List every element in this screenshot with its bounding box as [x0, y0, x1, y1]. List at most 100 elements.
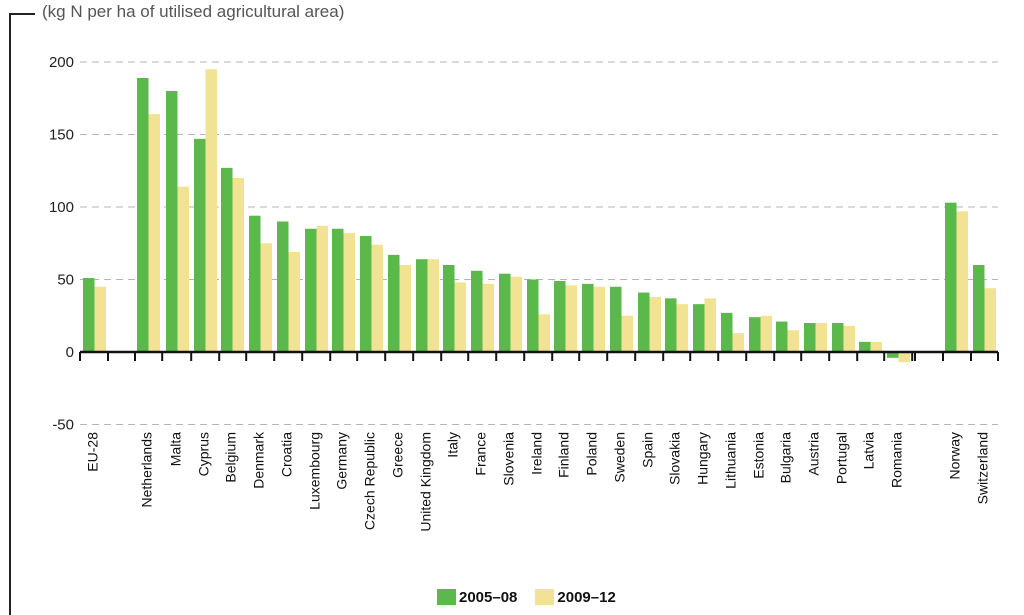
bar-2009-12-denmark — [260, 243, 272, 352]
bar-2009-12-czech-republic — [371, 244, 383, 352]
bar-2005-08-switzerland — [973, 265, 985, 352]
bar-2009-12-malta — [177, 186, 189, 352]
bar-2009-12-romania — [898, 352, 910, 363]
x-tick-label-finland: Finland — [556, 432, 572, 478]
x-tick-label-portugal: Portugal — [834, 432, 850, 484]
x-tick-label-italy: Italy — [445, 432, 461, 458]
bar-2005-08-italy — [443, 265, 455, 352]
legend-item-2005-08: 2005–08 — [437, 589, 517, 606]
frame-left-border — [9, 13, 11, 615]
x-tick-label-slovenia: Slovenia — [501, 432, 517, 486]
bar-2009-12-slovenia — [510, 276, 522, 352]
bar-2005-08-belgium — [221, 167, 233, 352]
bar-2009-12-finland — [565, 285, 577, 352]
bar-2005-08-eu-28 — [83, 278, 95, 352]
bar-2009-12-austria — [815, 323, 827, 352]
x-tick-label-switzerland: Switzerland — [975, 432, 991, 504]
x-tick-label-poland: Poland — [584, 432, 600, 476]
y-tick-label: 150 — [49, 127, 74, 144]
bar-2009-12-ireland — [538, 314, 550, 352]
bar-2005-08-germany — [332, 228, 344, 352]
y-tick-label: 50 — [57, 272, 74, 289]
x-tick-label-czech-republic: Czech Republic — [362, 432, 378, 530]
y-tick-label: 100 — [49, 199, 74, 216]
x-tick-label-greece: Greece — [390, 432, 406, 478]
x-tick-label-denmark: Denmark — [251, 431, 267, 489]
x-tick-label-romania: Romania — [889, 432, 905, 488]
bar-2009-12-belgium — [232, 178, 244, 352]
bar-2005-08-netherlands — [137, 77, 149, 352]
bar-2009-12-lithuania — [732, 333, 744, 352]
bar-2009-12-greece — [399, 265, 411, 352]
legend-swatch-2009-12 — [535, 589, 555, 605]
bar-2005-08-france — [471, 270, 483, 352]
bar-2009-12-portugal — [843, 325, 855, 352]
bar-2005-08-spain — [638, 292, 650, 352]
bar-2009-12-united-kingdom — [427, 259, 439, 352]
x-tick-label-croatia: Croatia — [279, 432, 295, 477]
bar-2009-12-estonia — [760, 315, 772, 352]
bar-2009-12-spain — [649, 296, 661, 352]
legend-label-2009-12: 2009–12 — [557, 588, 616, 606]
bar-2005-08-slovenia — [499, 273, 511, 352]
bar-2005-08-estonia — [749, 317, 761, 352]
bar-2009-12-switzerland — [984, 288, 996, 352]
bar-2009-12-eu-28 — [94, 286, 106, 352]
x-tick-label-belgium: Belgium — [223, 432, 239, 483]
bar-2005-08-luxembourg — [305, 228, 317, 352]
legend: 2005–08 2009–12 — [437, 587, 634, 607]
x-tick-label-sweden: Sweden — [612, 432, 628, 483]
x-tick-label-netherlands: Netherlands — [139, 432, 155, 508]
bar-2005-08-hungary — [693, 304, 705, 352]
legend-swatch-2005-08 — [437, 589, 456, 605]
bar-2009-12-italy — [454, 282, 466, 352]
bar-2005-08-malta — [166, 91, 178, 352]
x-tick-label-germany: Germany — [334, 432, 350, 490]
x-tick-label-hungary: Hungary — [695, 432, 711, 485]
x-tick-label-austria: Austria — [806, 432, 822, 476]
bar-2005-08-bulgaria — [776, 321, 788, 352]
bar-2005-08-sweden — [610, 286, 622, 352]
bar-2005-08-cyprus — [194, 138, 206, 352]
x-tick-label-france: France — [473, 432, 489, 476]
y-tick-label: 0 — [66, 344, 74, 361]
x-tick-label-lithuania: Lithuania — [723, 432, 739, 489]
bar-2009-12-bulgaria — [787, 330, 799, 352]
bar-2005-08-czech-republic — [360, 236, 372, 352]
bar-2005-08-slovakia — [665, 298, 677, 352]
bar-2005-08-lithuania — [721, 312, 733, 352]
x-tick-label-estonia: Estonia — [751, 432, 767, 479]
bar-2005-08-portugal — [832, 323, 844, 352]
bar-2005-08-romania — [887, 352, 899, 358]
bar-2009-12-slovakia — [676, 304, 688, 352]
bar-2009-12-cyprus — [205, 69, 217, 352]
bar-2009-12-norway — [956, 211, 968, 352]
bar-2005-08-croatia — [277, 221, 289, 352]
bar-2009-12-germany — [343, 233, 355, 352]
bar-2009-12-hungary — [704, 298, 716, 352]
x-tick-label-norway: Norway — [947, 432, 963, 479]
bar-2009-12-croatia — [288, 251, 300, 352]
unit-label: (kg N per ha of utilised agricultural ar… — [42, 2, 345, 21]
bar-2005-08-ireland — [527, 279, 539, 352]
bar-2005-08-finland — [554, 280, 566, 352]
bar-2009-12-sweden — [621, 315, 633, 352]
x-tick-label-malta: Malta — [168, 432, 184, 466]
x-tick-label-eu-28: EU-28 — [85, 432, 101, 472]
x-tick-label-spain: Spain — [640, 432, 656, 468]
bar-2005-08-latvia — [859, 341, 871, 352]
bar-2005-08-denmark — [249, 215, 261, 352]
x-tick-label-bulgaria: Bulgaria — [778, 432, 794, 484]
bar-2009-12-poland — [593, 286, 605, 352]
frame-corner-top — [9, 13, 35, 15]
x-tick-label-united-kingdom: United Kingdom — [418, 432, 434, 532]
bar-2005-08-poland — [582, 283, 594, 352]
x-tick-label-slovakia: Slovakia — [667, 432, 683, 485]
legend-label-2005-08: 2005–08 — [459, 588, 518, 606]
bar-2009-12-france — [482, 283, 494, 352]
bar-2009-12-latvia — [870, 341, 882, 352]
bar-2005-08-austria — [804, 323, 816, 352]
x-tick-label-cyprus: Cyprus — [196, 432, 212, 476]
bar-2005-08-norway — [945, 202, 957, 352]
